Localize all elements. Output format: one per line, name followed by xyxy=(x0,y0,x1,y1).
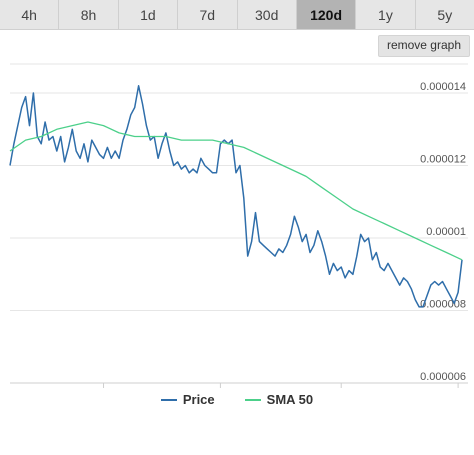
y-tick-label: 0.000012 xyxy=(420,154,466,166)
price-line xyxy=(9,85,463,308)
y-tick-label: 0.000014 xyxy=(420,81,466,93)
legend-label-price: Price xyxy=(182,392,215,407)
tab-8h[interactable]: 8h xyxy=(59,0,119,29)
y-tick-label: 0.000008 xyxy=(420,299,466,311)
legend-swatch-sma xyxy=(244,398,261,401)
tab-5y[interactable]: 5y xyxy=(437,6,453,23)
tab-120d[interactable]: 120d xyxy=(296,0,357,29)
legend-label-sma: SMA 50 xyxy=(266,392,314,407)
timeframe-tabs: 4h 8h 1d 7d 30d 120d 1y 5y xyxy=(0,0,474,30)
tab-1d[interactable]: 1d xyxy=(119,0,179,29)
legend-swatch-price xyxy=(160,398,177,401)
legend-item-price[interactable]: Price xyxy=(160,392,215,407)
tab-30d[interactable]: 30d xyxy=(238,0,297,29)
tab-1y[interactable]: 1y xyxy=(356,0,416,29)
tab-4h[interactable]: 4h xyxy=(0,0,60,29)
y-tick-label: 0.00001 xyxy=(426,226,466,238)
legend-item-sma[interactable]: SMA 50 xyxy=(244,392,314,407)
sma50-line xyxy=(9,121,463,261)
remove-graph-button[interactable]: remove graph xyxy=(377,35,470,57)
y-tick-label: 0.000006 xyxy=(420,371,466,383)
chart-legend: Price SMA 50 xyxy=(0,392,474,407)
tab-7d[interactable]: 7d xyxy=(178,0,238,29)
price-chart: 0.0000060.0000080.000010.0000120.000014S… xyxy=(9,63,468,388)
